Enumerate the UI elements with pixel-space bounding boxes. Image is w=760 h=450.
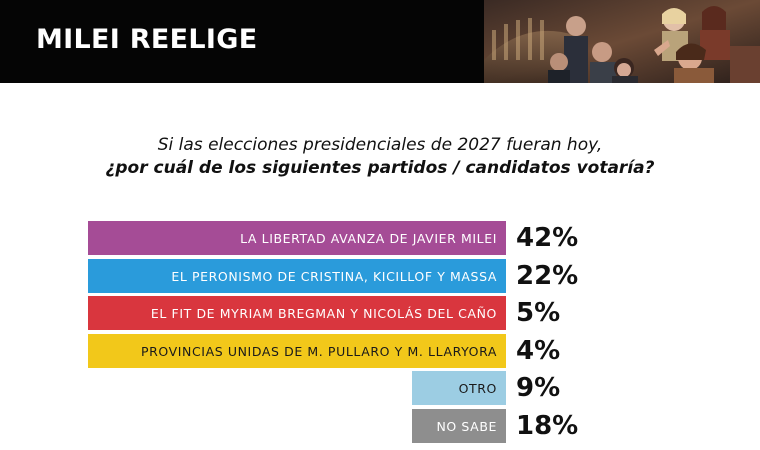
bar-value-label-2: 5% — [516, 298, 561, 328]
bar-value-label-3: 4% — [516, 336, 561, 366]
bar-value-label-0: 42% — [516, 223, 579, 253]
bar-value-label-1: 22% — [516, 261, 579, 291]
bar-value-label-5: 18% — [516, 411, 579, 441]
question-line-1: Si las elecciones presidenciales de 2027… — [157, 135, 603, 155]
bar-3: PROVINCIAS UNIDAS DE M. PULLARO Y M. LLA… — [88, 334, 506, 368]
header-title: MILEI REELIGE — [36, 24, 258, 55]
question-line-2: ¿por cuál de los siguientes partidos / c… — [105, 158, 655, 178]
bar-4: OTRO — [412, 371, 506, 405]
bar-5: NO SABE — [412, 409, 506, 443]
header-photo-collage — [484, 0, 760, 83]
bar-0: LA LIBERTAD AVANZA DE JAVIER MILEI — [88, 221, 506, 255]
bar-2: EL FIT DE MYRIAM BREGMAN Y NICOLÁS DEL C… — [88, 296, 506, 330]
bar-value-label-4: 9% — [516, 373, 561, 403]
survey-question: Si las elecciones presidenciales de 2027… — [0, 134, 760, 180]
header-banner: MILEI REELIGE — [0, 0, 760, 83]
collage-image — [484, 0, 760, 83]
bar-1: EL PERONISMO DE CRISTINA, KICILLOF Y MAS… — [88, 259, 506, 293]
